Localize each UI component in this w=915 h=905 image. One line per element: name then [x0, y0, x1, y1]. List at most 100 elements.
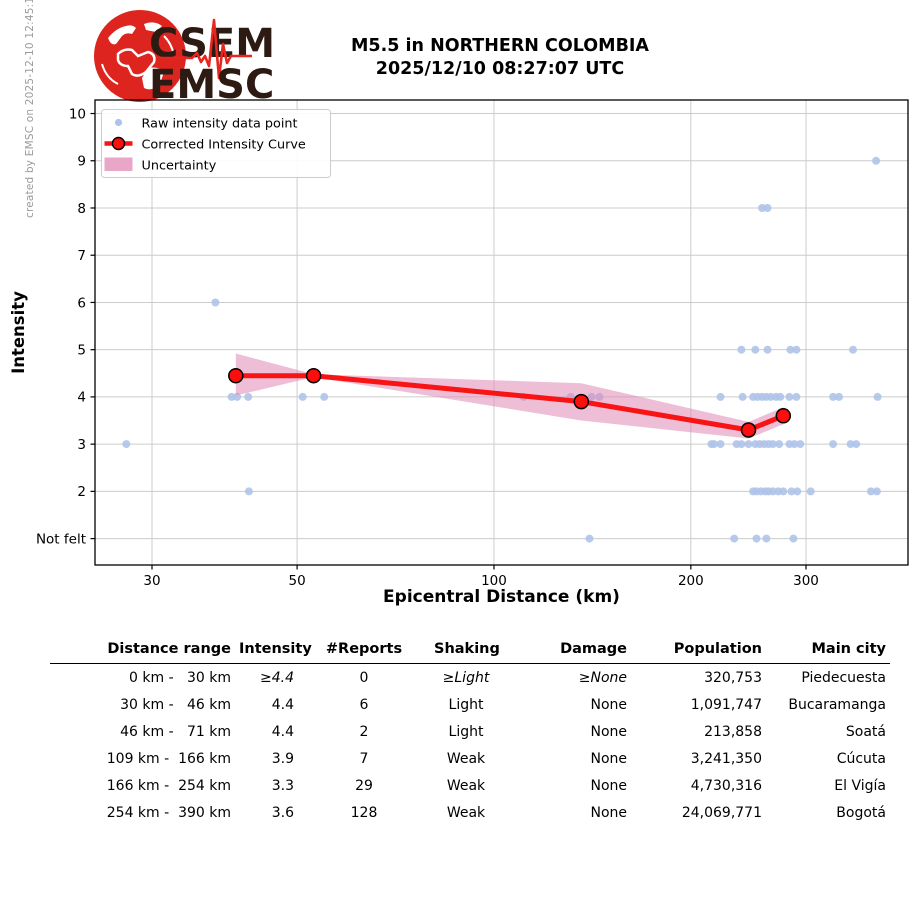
raw-point: [710, 440, 718, 449]
table-header--reports: #Reports: [298, 638, 430, 664]
raw-point: [730, 534, 739, 543]
cell-damage: ≥None: [578, 669, 627, 686]
raw-point: [786, 345, 795, 354]
cell-main-city: Bogotá: [836, 804, 886, 821]
raw-point: [716, 440, 725, 449]
curve-point: [573, 393, 590, 410]
raw-point: [211, 298, 220, 307]
raw-point: [233, 392, 242, 401]
raw-point: [775, 440, 784, 449]
cell-intensity: 3.9: [271, 750, 294, 767]
cell-distance-range: 254 km - 390 km: [106, 804, 231, 821]
raw-point: [792, 392, 801, 401]
x-axis-label: Epicentral Distance (km): [383, 587, 620, 607]
svg-text:300: 300: [793, 573, 819, 589]
raw-point: [244, 487, 253, 496]
legend-raw-point-marker: [114, 118, 123, 127]
cell-intensity: 4.4: [271, 723, 294, 740]
raw-point: [716, 392, 725, 401]
cell-distance-range: 109 km - 166 km: [106, 750, 231, 767]
raw-point: [744, 440, 753, 449]
cell-reports: 2: [359, 723, 369, 740]
table-header-population: Population: [631, 638, 766, 664]
raw-point: [866, 487, 875, 496]
summary-table: Distance range Intensity #Reports Shaking Da…: [50, 638, 890, 826]
curve-point: [305, 367, 322, 384]
cell-shaking: Weak: [446, 804, 486, 821]
svg-text:200: 200: [678, 573, 704, 589]
legend-item-label: Raw intensity data point: [142, 117, 298, 132]
raw-point: [835, 392, 843, 401]
table-header-main-city: Main city: [766, 638, 890, 664]
table-header-distance-range: Distance range: [50, 638, 235, 664]
legend-item-label: Uncertainty: [142, 159, 217, 174]
intensity-report-table: Distance range Intensity #Reports Shaking Da…: [50, 638, 890, 826]
intensity-distance-chart: 30 50 100 200 300 Not felt 2 3 4 5 6 7 8 9 10 Epicentra…: [9, 99, 909, 607]
raw-point: [737, 345, 746, 354]
cell-main-city: Bucaramanga: [788, 696, 886, 713]
cell-reports: 29: [355, 777, 373, 794]
svg-text:6: 6: [77, 295, 86, 311]
cell-shaking: Light: [448, 696, 484, 713]
cell-intensity: 4.4: [271, 696, 294, 713]
raw-point: [762, 534, 771, 543]
svg-text:100: 100: [481, 573, 507, 589]
cell-distance-range: 166 km - 254 km: [106, 777, 231, 794]
cell-main-city: Cúcuta: [836, 750, 886, 767]
raw-point: [320, 392, 329, 401]
svg-text:8: 8: [77, 201, 86, 217]
cell-population: 320,753: [704, 669, 762, 686]
raw-point: [806, 487, 815, 496]
cell-damage: None: [590, 804, 627, 821]
raw-point: [763, 204, 772, 212]
cell-shaking: ≥Light: [442, 669, 490, 686]
svg-text:30: 30: [143, 573, 160, 589]
cell-intensity: 3.6: [271, 804, 294, 821]
svg-text:4: 4: [77, 390, 86, 406]
raw-point: [793, 487, 802, 496]
raw-point: [829, 392, 838, 401]
svg-text:7: 7: [77, 248, 86, 264]
cell-shaking: Light: [448, 723, 484, 740]
raw-point: [244, 392, 253, 401]
table-row: 46 km - 71 km 4.4 2 Light None 213,858 Soatá: [50, 718, 890, 745]
svg-text:50: 50: [288, 573, 305, 589]
cell-population: 3,241,350: [690, 750, 762, 767]
raw-point: [122, 440, 131, 449]
csem-emsc-logo: CSEM EMSC: [94, 10, 273, 103]
cell-damage: None: [590, 723, 627, 740]
plot-frame: [94, 99, 909, 566]
svg-text:9: 9: [77, 154, 86, 170]
table-row: 254 km - 390 km 3.6 128 Weak None 24,069,771 B…: [50, 799, 890, 826]
legend-uncertainty-marker: [104, 157, 133, 171]
table-row: 109 km - 166 km 3.9 7 Weak None 3,241,350 Cúcu…: [50, 745, 890, 772]
legend-curve-point: [111, 136, 126, 151]
cell-reports: 128: [350, 804, 378, 821]
curve-point: [228, 367, 244, 384]
raw-point: [796, 440, 805, 449]
raw-point: [790, 440, 799, 449]
cell-shaking: Weak: [446, 750, 486, 767]
raw-point: [846, 440, 855, 449]
logo-text-emsc: EMSC: [149, 62, 273, 103]
y-axis-label: Intensity: [9, 291, 28, 374]
svg-text:Not felt: Not felt: [36, 531, 86, 547]
y-tick-labels: Not felt 2 3 4 5 6 7 8 9 10: [36, 106, 95, 547]
seismogram-icon: [160, 18, 252, 80]
raw-point: [738, 392, 747, 401]
svg-text:5: 5: [77, 342, 86, 358]
raw-point: [873, 392, 882, 401]
raw-intensity-points: [122, 156, 882, 543]
cell-population: 1,091,747: [690, 696, 762, 713]
cell-damage: None: [590, 777, 627, 794]
raw-point: [763, 345, 772, 354]
cell-reports: 6: [359, 696, 369, 713]
cell-distance-range: 0 km - 30 km: [129, 669, 231, 686]
raw-point: [829, 440, 838, 449]
table-row: 30 km - 46 km 4.4 6 Light None 1,091,747 Bucar…: [50, 691, 890, 718]
cell-distance-range: 46 km - 71 km: [120, 723, 231, 740]
cell-reports: 7: [359, 750, 369, 767]
table-row: 166 km - 254 km 3.3 29 Weak None 4,730,316 El …: [50, 772, 890, 799]
raw-point: [849, 345, 857, 354]
raw-point: [227, 392, 236, 401]
